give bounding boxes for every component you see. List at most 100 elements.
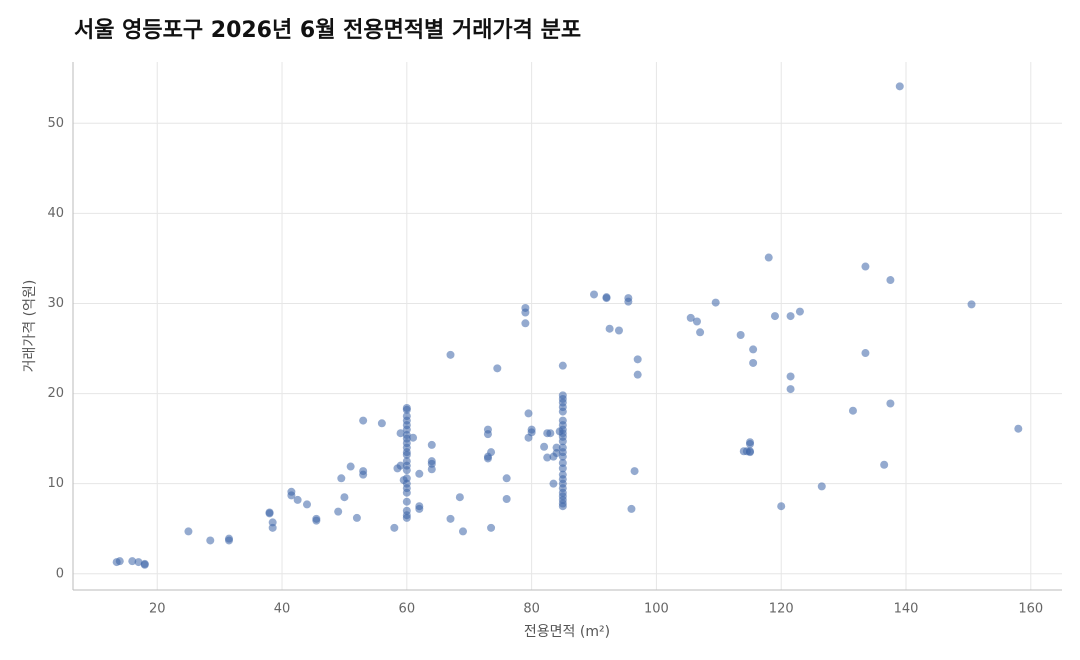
point xyxy=(487,448,496,457)
point xyxy=(402,497,411,506)
point xyxy=(746,448,755,457)
point xyxy=(886,276,895,285)
y-tick-label: 50 xyxy=(47,116,64,131)
point xyxy=(483,454,492,463)
point xyxy=(521,319,530,328)
point xyxy=(134,558,143,567)
point xyxy=(390,523,399,532)
point xyxy=(692,317,701,326)
point xyxy=(455,493,464,502)
point xyxy=(446,514,455,523)
point xyxy=(633,370,642,379)
point xyxy=(302,500,311,509)
x-axis-title: 전용면적 (m²) xyxy=(524,624,610,640)
point xyxy=(415,504,424,513)
point xyxy=(487,523,496,532)
point xyxy=(746,440,755,449)
point xyxy=(549,479,558,488)
point xyxy=(359,416,368,425)
point xyxy=(786,372,795,381)
point xyxy=(777,502,786,511)
point xyxy=(627,504,636,513)
point xyxy=(686,313,695,322)
point xyxy=(415,469,424,478)
point xyxy=(346,462,355,471)
point xyxy=(558,437,567,446)
point xyxy=(558,502,567,511)
point xyxy=(206,536,215,545)
point xyxy=(502,474,511,483)
point xyxy=(624,297,633,306)
point xyxy=(602,294,611,303)
point xyxy=(558,464,567,473)
point xyxy=(377,419,386,428)
point xyxy=(817,482,826,491)
point xyxy=(427,465,436,474)
point xyxy=(848,406,857,415)
point xyxy=(764,253,773,262)
x-tick-label: 160 xyxy=(1018,602,1043,617)
point xyxy=(521,308,530,317)
point xyxy=(458,527,467,536)
point xyxy=(493,364,502,373)
point xyxy=(749,345,758,354)
point xyxy=(770,312,779,321)
point xyxy=(861,262,870,271)
point xyxy=(184,527,193,536)
x-tick-label: 80 xyxy=(523,602,540,617)
point xyxy=(895,82,904,91)
point xyxy=(402,466,411,475)
y-tick-label: 0 xyxy=(56,566,64,581)
point xyxy=(352,513,361,522)
point xyxy=(402,450,411,459)
x-tick-label: 40 xyxy=(274,602,291,617)
point xyxy=(128,557,137,566)
x-tick-label: 120 xyxy=(769,602,794,617)
point xyxy=(552,449,561,458)
point xyxy=(880,460,889,469)
point xyxy=(749,358,758,367)
point xyxy=(287,491,296,500)
point xyxy=(524,409,533,418)
y-axis-title: 거래가격 (억원) xyxy=(22,280,38,373)
point xyxy=(337,474,346,483)
y-tick-label: 40 xyxy=(47,206,64,221)
point xyxy=(614,326,623,335)
point xyxy=(886,399,895,408)
point xyxy=(359,470,368,479)
point xyxy=(605,324,614,333)
point xyxy=(340,493,349,502)
y-tick-label: 30 xyxy=(47,296,64,311)
point xyxy=(711,298,720,307)
point xyxy=(546,429,555,438)
point xyxy=(402,513,411,522)
point xyxy=(736,331,745,340)
point xyxy=(1014,424,1023,433)
point xyxy=(402,405,411,414)
point xyxy=(861,349,870,358)
point xyxy=(786,385,795,394)
point xyxy=(312,516,321,525)
point xyxy=(502,494,511,503)
point xyxy=(396,429,405,438)
point xyxy=(633,355,642,364)
point xyxy=(224,536,233,545)
chart-title: 서울 영등포구 2026년 6월 전용면적별 거래가격 분포 xyxy=(74,18,581,43)
point xyxy=(558,407,567,416)
point xyxy=(293,495,302,504)
point xyxy=(590,290,599,299)
point xyxy=(427,440,436,449)
point xyxy=(409,433,418,442)
point xyxy=(265,509,274,518)
point xyxy=(527,428,536,437)
x-tick-label: 140 xyxy=(894,602,919,617)
point xyxy=(402,488,411,497)
point xyxy=(483,430,492,439)
point xyxy=(786,312,795,321)
point xyxy=(696,328,705,337)
point xyxy=(140,560,149,569)
point xyxy=(558,361,567,370)
point xyxy=(543,453,552,462)
x-tick-label: 20 xyxy=(149,602,166,617)
